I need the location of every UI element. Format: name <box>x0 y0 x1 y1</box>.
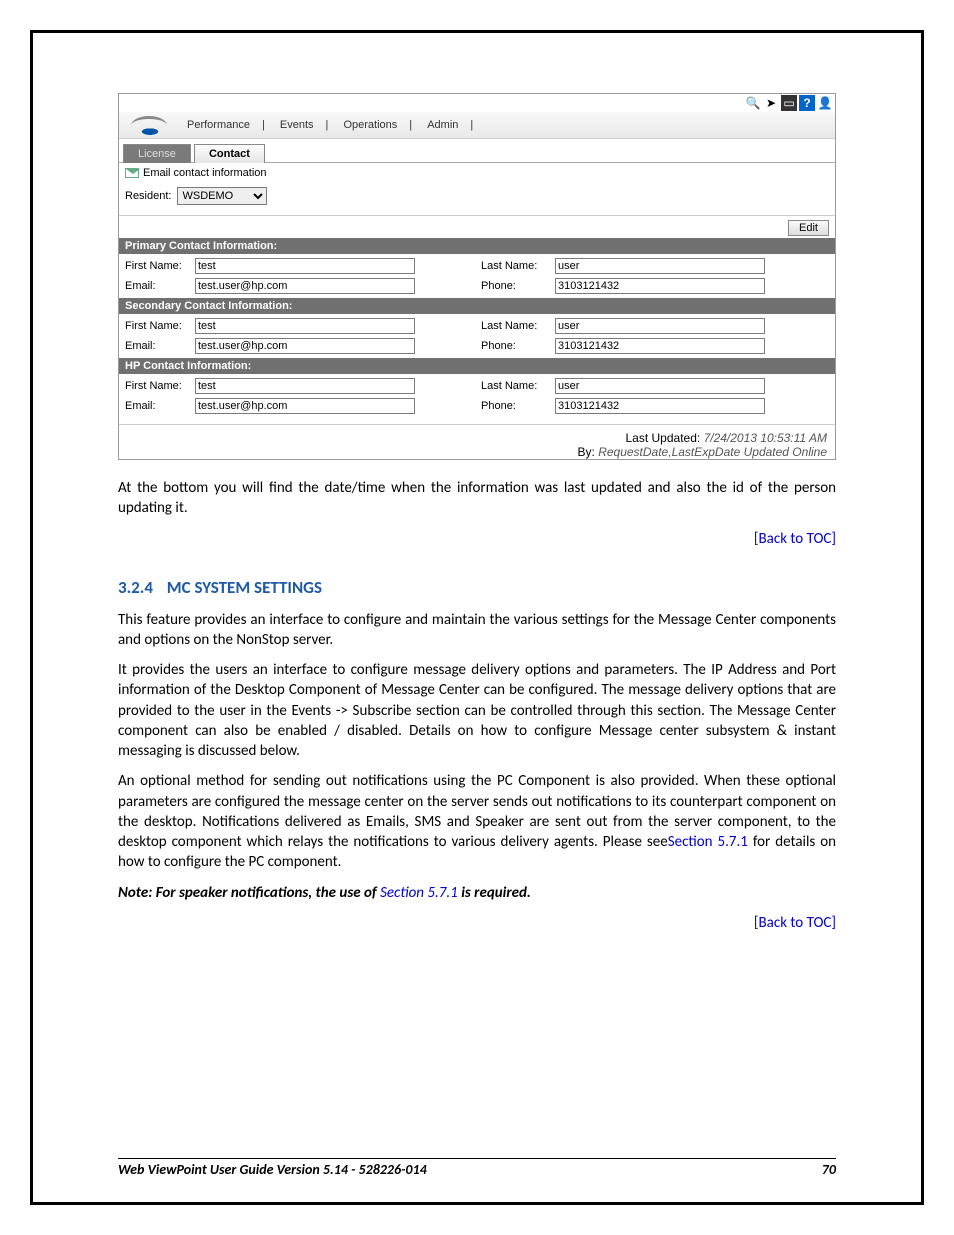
page-frame: 🔍 ➤ ▭ ? 👤 Performance| Events| Operation… <box>30 30 924 1205</box>
section-heading: 3.2.4 MC SYSTEM SETTINGS <box>118 577 836 600</box>
resident-row: Resident: WSDEMO <box>119 183 835 216</box>
search-icon[interactable]: 🔍 <box>745 95 761 111</box>
primary-header: Primary Contact Information: <box>119 238 835 254</box>
secondary-lastname-label: Last Name: <box>481 320 551 332</box>
subhead-text: Email contact information <box>143 167 267 179</box>
secondary-phone-label: Phone: <box>481 340 551 352</box>
tab-contact[interactable]: Contact <box>194 144 265 163</box>
top-toolbar: 🔍 ➤ ▭ ? 👤 <box>119 94 835 112</box>
app-logo <box>125 114 175 136</box>
menu-admin[interactable]: Admin <box>421 117 464 133</box>
subhead: Email contact information <box>119 162 835 183</box>
primary-email-input[interactable] <box>195 278 415 294</box>
hp-phone-label: Phone: <box>481 400 551 412</box>
resident-select[interactable]: WSDEMO <box>177 187 267 205</box>
hp-email-input[interactable] <box>195 398 415 414</box>
paragraph-4: An optional method for sending out notif… <box>118 771 836 872</box>
hp-lastname-input[interactable] <box>555 378 765 394</box>
primary-form: First Name: Last Name: Email: Phone: <box>119 254 835 298</box>
menu-events[interactable]: Events <box>274 117 320 133</box>
primary-lastname-label: Last Name: <box>481 260 551 272</box>
secondary-lastname-input[interactable] <box>555 318 765 334</box>
updated-value: 7/24/2013 10:53:11 AM <box>704 431 827 445</box>
primary-lastname-input[interactable] <box>555 258 765 274</box>
updated-block: Last Updated: 7/24/2013 10:53:11 AM By: … <box>119 424 835 459</box>
secondary-phone-input[interactable] <box>555 338 765 354</box>
updated-by-value: RequestDate,LastExpDate Updated Online <box>598 445 827 459</box>
hp-form: First Name: Last Name: Email: Phone: <box>119 374 835 418</box>
menu-bar: Performance| Events| Operations| Admin| <box>119 112 835 139</box>
edit-row: Edit <box>119 216 835 238</box>
edit-button[interactable]: Edit <box>788 220 829 236</box>
page-footer: Web ViewPoint User Guide Version 5.14 - … <box>118 1158 836 1178</box>
primary-firstname-label: First Name: <box>125 260 191 272</box>
secondary-firstname-input[interactable] <box>195 318 415 334</box>
menu-performance[interactable]: Performance <box>181 117 256 133</box>
mail-icon <box>125 168 139 178</box>
updated-label: Last Updated: <box>626 431 701 445</box>
hp-lastname-label: Last Name: <box>481 380 551 392</box>
section-571-link-note[interactable]: Section 5.7.1 <box>380 884 458 902</box>
window-icon[interactable]: ▭ <box>781 95 797 111</box>
section-number: 3.2.4 <box>118 577 153 598</box>
primary-firstname-input[interactable] <box>195 258 415 274</box>
paragraph-2: This feature provides an interface to co… <box>118 610 836 651</box>
tab-license[interactable]: License <box>123 144 191 163</box>
paragraph-3: It provides the users an interface to co… <box>118 660 836 761</box>
section-571-link[interactable]: Section 5.7.1 <box>668 833 748 851</box>
pointer-icon[interactable]: ➤ <box>763 95 779 111</box>
note-paragraph: Note: For speaker notifications, the use… <box>118 883 836 903</box>
hp-firstname-input[interactable] <box>195 378 415 394</box>
menu-items: Performance| Events| Operations| Admin| <box>181 119 479 131</box>
hp-header: HP Contact Information: <box>119 358 835 374</box>
paragraph-1: At the bottom you will find the date/tim… <box>118 478 836 519</box>
hp-phone-input[interactable] <box>555 398 765 414</box>
body-text: At the bottom you will find the date/tim… <box>118 478 836 933</box>
secondary-firstname-label: First Name: <box>125 320 191 332</box>
primary-email-label: Email: <box>125 280 191 292</box>
back-to-toc-link-2[interactable]: [Back to TOC] <box>754 914 836 932</box>
back-to-toc-link[interactable]: [Back to TOC] <box>754 530 836 548</box>
user-icon[interactable]: 👤 <box>817 95 833 111</box>
resident-label: Resident: <box>125 190 171 202</box>
updated-by-label: By: <box>578 445 595 459</box>
tabs-row: License Contact <box>119 139 835 162</box>
help-icon[interactable]: ? <box>799 95 815 111</box>
footer-left: Web ViewPoint User Guide Version 5.14 - … <box>118 1161 427 1178</box>
primary-phone-label: Phone: <box>481 280 551 292</box>
secondary-email-label: Email: <box>125 340 191 352</box>
secondary-header: Secondary Contact Information: <box>119 298 835 314</box>
hp-email-label: Email: <box>125 400 191 412</box>
section-title-text: MC SYSTEM SETTINGS <box>167 577 322 598</box>
app-screenshot: 🔍 ➤ ▭ ? 👤 Performance| Events| Operation… <box>118 93 836 460</box>
menu-operations[interactable]: Operations <box>337 117 403 133</box>
hp-firstname-label: First Name: <box>125 380 191 392</box>
footer-page-number: 70 <box>822 1161 836 1178</box>
secondary-email-input[interactable] <box>195 338 415 354</box>
secondary-form: First Name: Last Name: Email: Phone: <box>119 314 835 358</box>
primary-phone-input[interactable] <box>555 278 765 294</box>
